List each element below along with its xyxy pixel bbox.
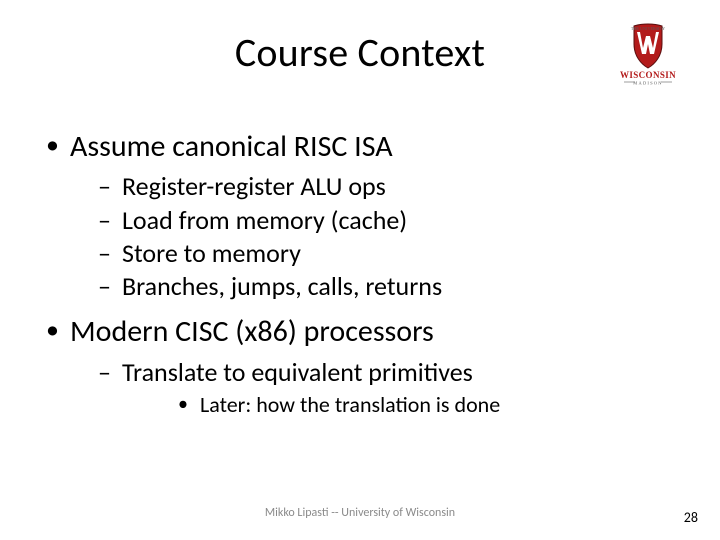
bullet-text: Later: how the translation is done: [200, 391, 500, 418]
logo-main-text: WISCONSIN: [620, 70, 676, 80]
bullet-text: Modern CISC (x86) processors: [70, 313, 434, 350]
bullet-list-lvl1: Assume canonical RISC ISA Register-regis…: [44, 128, 680, 420]
bullet-lvl2: Load from memory (cache): [70, 204, 680, 237]
footer-attribution: Mikko Lipasti -- University of Wisconsin: [0, 506, 720, 520]
title-row: Course Context THE UNIVERSITY WISCONSIN …: [40, 28, 680, 98]
page-number: 28: [684, 509, 698, 526]
slide: Course Context THE UNIVERSITY WISCONSIN …: [0, 0, 720, 540]
bullet-lvl1: Modern CISC (x86) processors Translate t…: [44, 313, 680, 419]
bullet-list-lvl2: Register-register ALU ops Load from memo…: [70, 170, 680, 303]
slide-title: Course Context: [235, 28, 485, 77]
logo-bottom-text: MADISON: [633, 81, 662, 86]
bullet-list-lvl2: Translate to equivalent primitives Later…: [70, 356, 680, 420]
bullet-text: Load from memory (cache): [122, 204, 407, 236]
bullet-lvl2: Branches, jumps, calls, returns: [70, 270, 680, 303]
university-logo: THE UNIVERSITY WISCONSIN MADISON: [610, 22, 686, 86]
bullet-lvl2: Translate to equivalent primitives Later…: [70, 356, 680, 420]
bullet-lvl2: Store to memory: [70, 237, 680, 270]
bullet-text: Branches, jumps, calls, returns: [122, 270, 442, 302]
slide-content: Assume canonical RISC ISA Register-regis…: [40, 128, 680, 420]
bullet-lvl2: Register-register ALU ops: [70, 170, 680, 203]
bullet-text: Store to memory: [122, 237, 301, 269]
bullet-lvl3: Later: how the translation is done: [122, 391, 680, 420]
bullet-list-lvl3: Later: how the translation is done: [122, 391, 680, 420]
logo-top-text: THE UNIVERSITY: [631, 26, 665, 31]
slide-footer: Mikko Lipasti -- University of Wisconsin…: [0, 506, 720, 526]
wisconsin-crest-icon: THE UNIVERSITY WISCONSIN MADISON: [610, 22, 686, 86]
bullet-text: Register-register ALU ops: [122, 170, 386, 202]
bullet-text: Translate to equivalent primitives: [122, 356, 473, 388]
bullet-lvl1: Assume canonical RISC ISA Register-regis…: [44, 128, 680, 303]
bullet-text: Assume canonical RISC ISA: [70, 128, 393, 165]
